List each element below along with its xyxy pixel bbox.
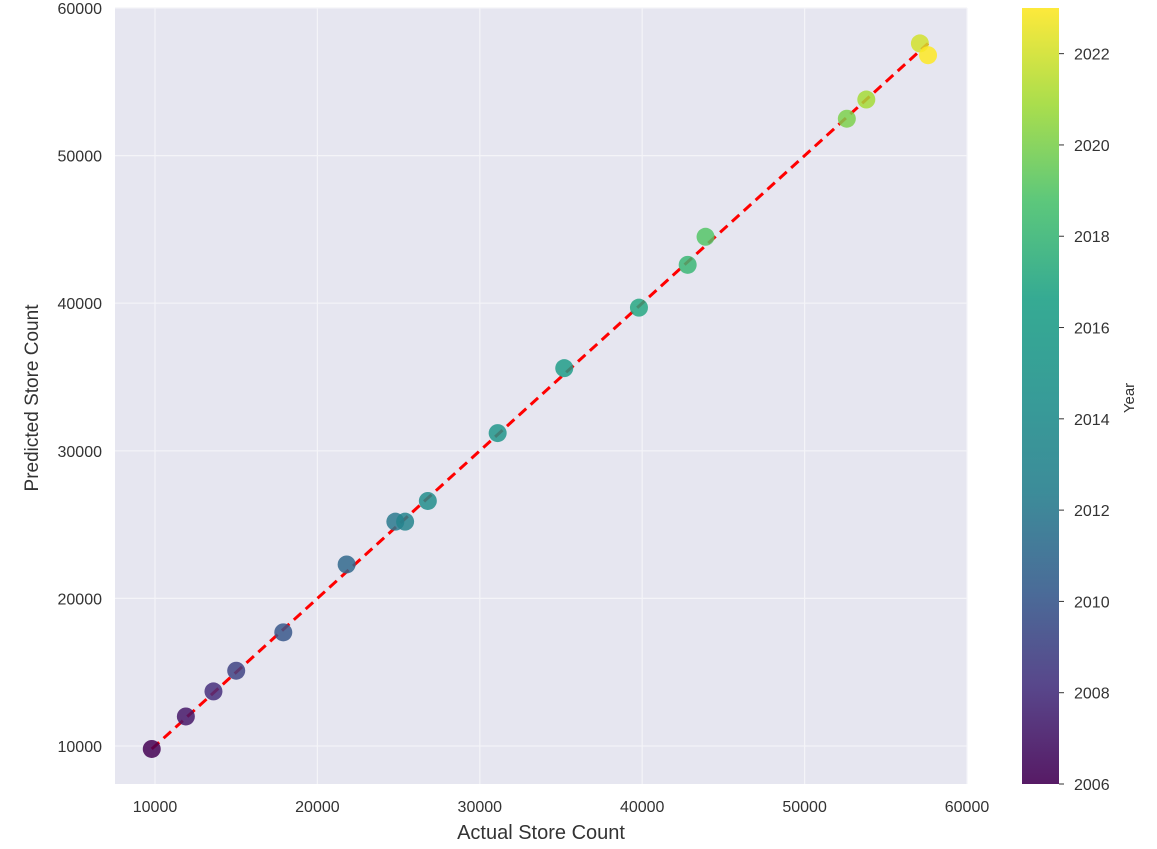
y-tick-label: 60000 [58, 1, 103, 18]
scatter-point [274, 623, 293, 642]
x-axis-label: Actual Store Count [457, 822, 625, 844]
y-axis-ticks: 10000 20000 30000 40000 50000 60000 [58, 1, 103, 756]
scatter-point [227, 661, 246, 680]
y-tick-label: 10000 [58, 739, 103, 756]
colorbar-tick-label: 2022 [1074, 47, 1110, 64]
x-tick-label: 40000 [620, 799, 665, 816]
y-axis-label: Predicted Store Count [22, 304, 43, 492]
colorbar-tick-label: 2012 [1074, 503, 1110, 520]
scatter-point [678, 255, 697, 274]
scatter-point [629, 298, 648, 317]
scatter-points [142, 34, 938, 758]
scatter-point [919, 46, 938, 65]
x-axis-ticks: 10000 20000 30000 40000 50000 60000 [133, 799, 990, 816]
plot-background [115, 8, 967, 784]
colorbar: 2006 2008 2010 2012 2014 2016 2018 2020 2022 Yea… [1022, 8, 1138, 794]
scatter-point [857, 90, 876, 109]
scatter-point [696, 227, 715, 246]
scatter-point [204, 682, 223, 701]
scatter-point [488, 424, 507, 443]
colorbar-tick-label: 2016 [1074, 321, 1110, 338]
scatter-point [555, 359, 574, 378]
y-tick-label: 20000 [58, 591, 103, 608]
y-tick-label: 50000 [58, 149, 103, 166]
colorbar-ticks: 2006 2008 2010 2012 2014 2016 2018 2020 2022 [1059, 47, 1110, 794]
scatter-point [142, 739, 161, 758]
colorbar-label: Year [1121, 383, 1138, 413]
scatter-point [176, 707, 195, 726]
scatter-point [396, 512, 415, 531]
colorbar-tick-label: 2020 [1074, 138, 1110, 155]
colorbar-tick-label: 2014 [1074, 412, 1110, 429]
colorbar-gradient [1022, 8, 1059, 784]
y-tick-label: 40000 [58, 296, 103, 313]
x-tick-label: 60000 [945, 799, 990, 816]
y-tick-label: 30000 [58, 444, 103, 461]
x-tick-label: 30000 [458, 799, 503, 816]
colorbar-tick-label: 2010 [1074, 594, 1110, 611]
colorbar-tick-label: 2006 [1074, 777, 1110, 794]
grid-lines [115, 7, 968, 784]
colorbar-tick-label: 2018 [1074, 229, 1110, 246]
scatter-point [337, 555, 356, 574]
x-tick-label: 50000 [782, 799, 827, 816]
x-tick-label: 20000 [295, 799, 340, 816]
scatter-point [837, 109, 856, 128]
x-tick-label: 10000 [133, 799, 178, 816]
scatter-point [418, 491, 437, 510]
colorbar-tick-label: 2008 [1074, 686, 1110, 703]
